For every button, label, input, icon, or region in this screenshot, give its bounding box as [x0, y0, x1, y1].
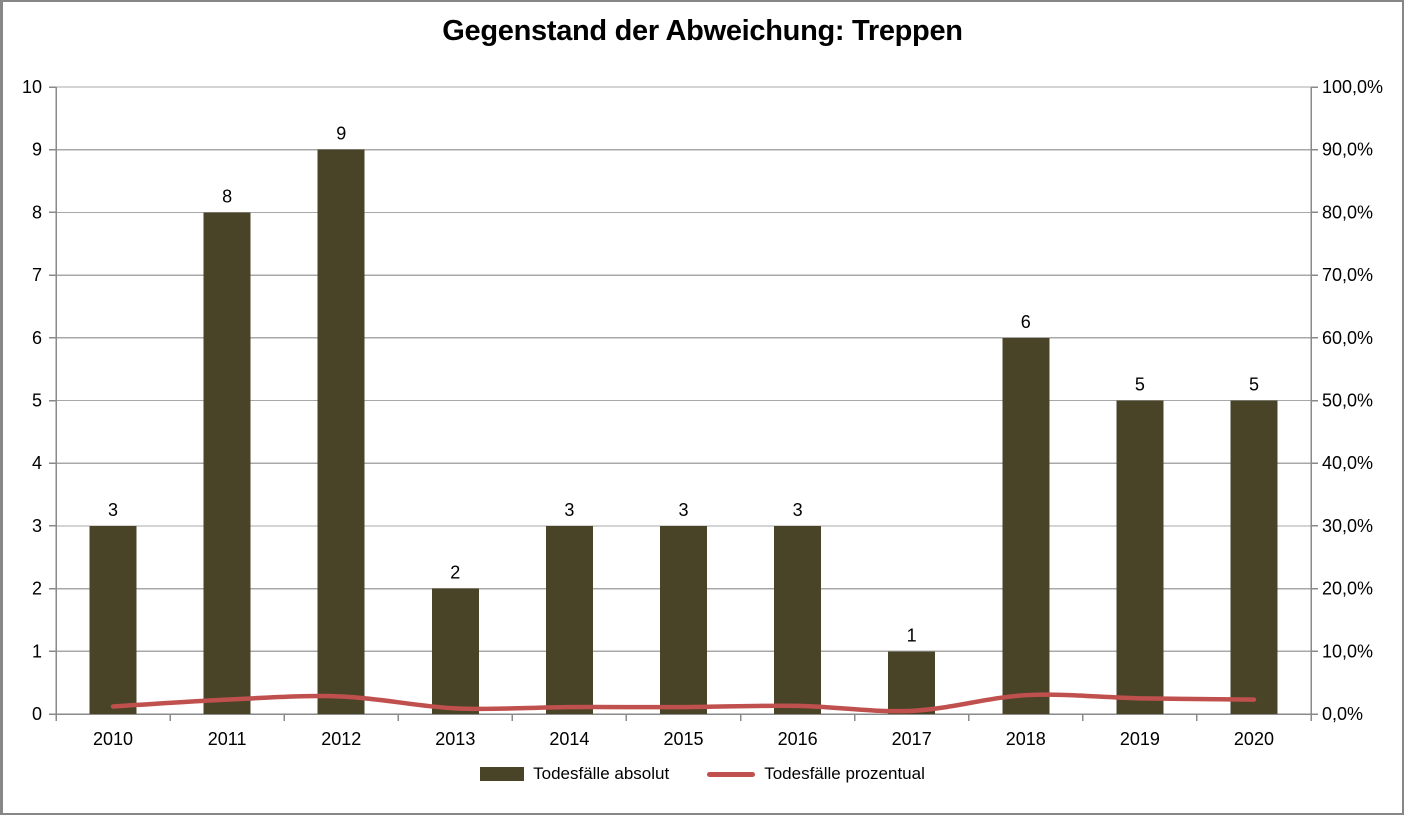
x-axis-category-label: 2018 [1006, 729, 1046, 749]
x-axis-category-label: 2013 [435, 729, 475, 749]
x-axis-category-label: 2020 [1234, 729, 1274, 749]
bar-value-label: 6 [1021, 312, 1031, 332]
x-axis-category-label: 2011 [208, 729, 247, 749]
left-axis-tick-label: 4 [32, 453, 42, 473]
bar-2012 [317, 149, 365, 714]
right-axis-tick-label: 80,0% [1322, 202, 1373, 222]
bar-value-label: 5 [1135, 375, 1145, 395]
left-axis-tick-label: 9 [32, 140, 42, 160]
bar-value-label: 3 [678, 500, 688, 520]
right-axis-tick-label: 30,0% [1322, 516, 1373, 536]
bar-value-label: 8 [222, 186, 232, 206]
line-series-swatch-icon [707, 771, 756, 777]
bar-value-label: 2 [450, 563, 460, 583]
bar-value-label: 3 [564, 500, 574, 520]
left-axis-tick-label: 1 [32, 641, 42, 661]
left-axis-tick-label: 6 [32, 328, 42, 348]
bar-2018 [1002, 337, 1050, 714]
bar-value-label: 1 [907, 625, 917, 645]
bar-value-label: 5 [1249, 375, 1259, 395]
chart-title: Gegenstand der Abweichung: Treppen [442, 15, 963, 47]
right-axis-tick-label: 40,0% [1322, 453, 1373, 473]
legend: Todesfälle absolut Todesfälle prozentual [3, 764, 1402, 784]
bar-series-swatch-icon [480, 767, 525, 781]
right-axis-tick-label: 0,0% [1322, 704, 1363, 724]
left-axis-tick-label: 8 [32, 202, 42, 222]
left-axis-tick-label: 2 [32, 579, 42, 599]
left-axis-tick-label: 0 [32, 704, 42, 724]
bar-2017 [888, 651, 936, 714]
x-axis-category-label: 2015 [663, 729, 703, 749]
right-axis-tick-label: 10,0% [1322, 641, 1373, 661]
bar-2014 [545, 525, 593, 714]
left-axis-tick-label: 5 [32, 391, 42, 411]
x-axis-category-label: 2010 [93, 729, 133, 749]
plot-area: 0 0,0% 1 10,0% 2 20,0% 3 30,0% 4 40,0% 5 50,0% 6 60,0… [22, 77, 1383, 749]
bar-2013 [431, 588, 479, 714]
legend-item-prozentual: Todesfälle prozentual [707, 764, 925, 784]
bar-2010 [89, 525, 137, 714]
right-axis-tick-label: 70,0% [1322, 265, 1373, 285]
x-axis-category-label: 2016 [778, 729, 818, 749]
legend-label-prozentual: Todesfälle prozentual [764, 764, 925, 783]
bar-value-label: 9 [336, 124, 346, 144]
x-axis-category-label: 2012 [321, 729, 361, 749]
bar-value-label: 3 [108, 500, 118, 520]
x-axis-category-label: 2019 [1120, 729, 1160, 749]
left-axis-tick-label: 7 [32, 265, 42, 285]
right-axis-tick-label: 20,0% [1322, 579, 1373, 599]
bar-2020 [1230, 400, 1278, 714]
bar-2015 [660, 525, 707, 714]
x-axis-category-label: 2014 [549, 729, 589, 749]
left-axis-tick-label: 10 [22, 77, 42, 97]
right-axis-tick-label: 90,0% [1322, 140, 1373, 160]
legend-label-absolut: Todesfälle absolut [533, 764, 670, 783]
right-axis-tick-label: 50,0% [1322, 391, 1373, 411]
right-axis-tick-label: 100,0% [1322, 77, 1383, 97]
legend-item-absolut: Todesfälle absolut [480, 764, 669, 784]
bar-2019 [1116, 400, 1164, 714]
percent-line [110, 692, 1257, 714]
x-axis-category-label: 2017 [892, 729, 932, 749]
left-axis-tick-label: 3 [32, 516, 42, 536]
bar-value-label: 3 [793, 500, 803, 520]
bar-2011 [203, 212, 251, 714]
right-axis-tick-label: 60,0% [1322, 328, 1373, 348]
bar-2016 [774, 525, 822, 714]
